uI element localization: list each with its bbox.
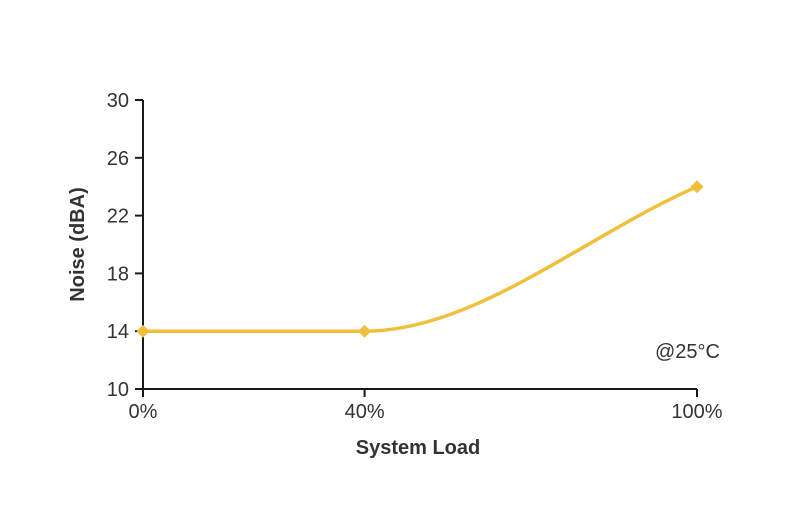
x-tick-label: 40%	[345, 401, 385, 423]
data-point-marker	[358, 324, 372, 338]
data-point-marker	[136, 324, 150, 338]
data-point-marker	[690, 180, 704, 194]
x-tick-label: 0%	[129, 401, 158, 423]
y-axis-title: Noise (dBA)	[67, 187, 89, 301]
y-tick-label: 22	[107, 206, 129, 228]
y-tick-label: 18	[107, 263, 129, 285]
series-line-noise	[143, 185, 698, 333]
x-tick-label: 100%	[671, 401, 722, 423]
temperature-annotation: @25°C	[655, 341, 720, 363]
x-axis-title: System Load	[356, 437, 480, 459]
x-axis: 0% 40% 100%	[129, 388, 723, 423]
y-tick-label: 26	[107, 148, 129, 170]
y-tick-label: 14	[107, 321, 129, 343]
y-axis: 10 14 18 22 26 30	[107, 90, 144, 401]
y-tick-label: 30	[107, 90, 129, 112]
data-markers	[136, 180, 704, 338]
y-tick-label: 10	[107, 379, 129, 401]
